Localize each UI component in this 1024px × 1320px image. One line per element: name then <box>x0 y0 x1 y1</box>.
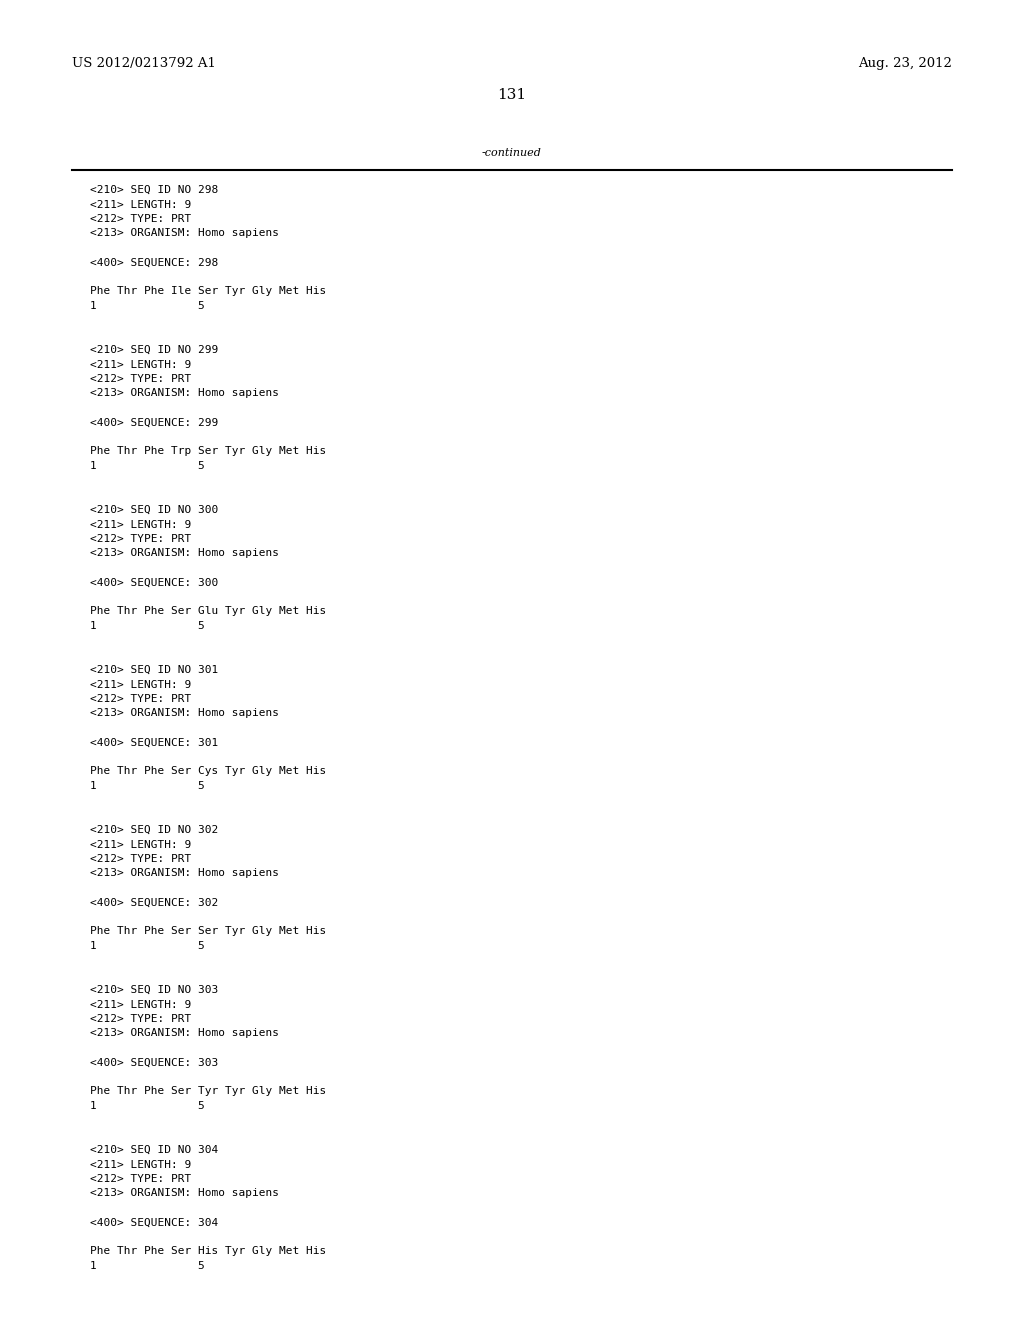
Text: <213> ORGANISM: Homo sapiens: <213> ORGANISM: Homo sapiens <box>90 709 279 718</box>
Text: <212> TYPE: PRT: <212> TYPE: PRT <box>90 214 191 224</box>
Text: <210> SEQ ID NO 303: <210> SEQ ID NO 303 <box>90 985 218 995</box>
Text: <400> SEQUENCE: 302: <400> SEQUENCE: 302 <box>90 898 218 908</box>
Text: 1               5: 1 5 <box>90 781 205 791</box>
Text: 1               5: 1 5 <box>90 1261 205 1271</box>
Text: <211> LENGTH: 9: <211> LENGTH: 9 <box>90 1159 191 1170</box>
Text: 131: 131 <box>498 88 526 102</box>
Text: <210> SEQ ID NO 299: <210> SEQ ID NO 299 <box>90 345 218 355</box>
Text: <213> ORGANISM: Homo sapiens: <213> ORGANISM: Homo sapiens <box>90 1028 279 1039</box>
Text: <212> TYPE: PRT: <212> TYPE: PRT <box>90 854 191 865</box>
Text: <211> LENGTH: 9: <211> LENGTH: 9 <box>90 999 191 1010</box>
Text: <211> LENGTH: 9: <211> LENGTH: 9 <box>90 840 191 850</box>
Text: <212> TYPE: PRT: <212> TYPE: PRT <box>90 535 191 544</box>
Text: <213> ORGANISM: Homo sapiens: <213> ORGANISM: Homo sapiens <box>90 388 279 399</box>
Text: <212> TYPE: PRT: <212> TYPE: PRT <box>90 1014 191 1024</box>
Text: <213> ORGANISM: Homo sapiens: <213> ORGANISM: Homo sapiens <box>90 228 279 239</box>
Text: 1               5: 1 5 <box>90 1101 205 1111</box>
Text: <210> SEQ ID NO 304: <210> SEQ ID NO 304 <box>90 1144 218 1155</box>
Text: <212> TYPE: PRT: <212> TYPE: PRT <box>90 1173 191 1184</box>
Text: <400> SEQUENCE: 304: <400> SEQUENCE: 304 <box>90 1217 218 1228</box>
Text: <400> SEQUENCE: 299: <400> SEQUENCE: 299 <box>90 417 218 428</box>
Text: <400> SEQUENCE: 303: <400> SEQUENCE: 303 <box>90 1057 218 1068</box>
Text: <212> TYPE: PRT: <212> TYPE: PRT <box>90 374 191 384</box>
Text: 1               5: 1 5 <box>90 301 205 312</box>
Text: 1               5: 1 5 <box>90 461 205 471</box>
Text: <210> SEQ ID NO 302: <210> SEQ ID NO 302 <box>90 825 218 836</box>
Text: <211> LENGTH: 9: <211> LENGTH: 9 <box>90 520 191 529</box>
Text: <211> LENGTH: 9: <211> LENGTH: 9 <box>90 199 191 210</box>
Text: <211> LENGTH: 9: <211> LENGTH: 9 <box>90 680 191 689</box>
Text: <210> SEQ ID NO 298: <210> SEQ ID NO 298 <box>90 185 218 195</box>
Text: <212> TYPE: PRT: <212> TYPE: PRT <box>90 694 191 704</box>
Text: Aug. 23, 2012: Aug. 23, 2012 <box>858 57 952 70</box>
Text: <211> LENGTH: 9: <211> LENGTH: 9 <box>90 359 191 370</box>
Text: <210> SEQ ID NO 301: <210> SEQ ID NO 301 <box>90 665 218 675</box>
Text: -continued: -continued <box>482 148 542 158</box>
Text: Phe Thr Phe Ser Glu Tyr Gly Met His: Phe Thr Phe Ser Glu Tyr Gly Met His <box>90 606 327 616</box>
Text: <210> SEQ ID NO 300: <210> SEQ ID NO 300 <box>90 506 218 515</box>
Text: 1               5: 1 5 <box>90 941 205 950</box>
Text: Phe Thr Phe Ile Ser Tyr Gly Met His: Phe Thr Phe Ile Ser Tyr Gly Met His <box>90 286 327 297</box>
Text: <400> SEQUENCE: 301: <400> SEQUENCE: 301 <box>90 738 218 747</box>
Text: 1               5: 1 5 <box>90 620 205 631</box>
Text: <400> SEQUENCE: 300: <400> SEQUENCE: 300 <box>90 578 218 587</box>
Text: <213> ORGANISM: Homo sapiens: <213> ORGANISM: Homo sapiens <box>90 549 279 558</box>
Text: Phe Thr Phe Ser Tyr Tyr Gly Met His: Phe Thr Phe Ser Tyr Tyr Gly Met His <box>90 1086 327 1097</box>
Text: Phe Thr Phe Ser His Tyr Gly Met His: Phe Thr Phe Ser His Tyr Gly Met His <box>90 1246 327 1257</box>
Text: Phe Thr Phe Ser Cys Tyr Gly Met His: Phe Thr Phe Ser Cys Tyr Gly Met His <box>90 767 327 776</box>
Text: US 2012/0213792 A1: US 2012/0213792 A1 <box>72 57 216 70</box>
Text: Phe Thr Phe Trp Ser Tyr Gly Met His: Phe Thr Phe Trp Ser Tyr Gly Met His <box>90 446 327 457</box>
Text: Phe Thr Phe Ser Ser Tyr Gly Met His: Phe Thr Phe Ser Ser Tyr Gly Met His <box>90 927 327 936</box>
Text: <213> ORGANISM: Homo sapiens: <213> ORGANISM: Homo sapiens <box>90 1188 279 1199</box>
Text: <400> SEQUENCE: 298: <400> SEQUENCE: 298 <box>90 257 218 268</box>
Text: <213> ORGANISM: Homo sapiens: <213> ORGANISM: Homo sapiens <box>90 869 279 879</box>
